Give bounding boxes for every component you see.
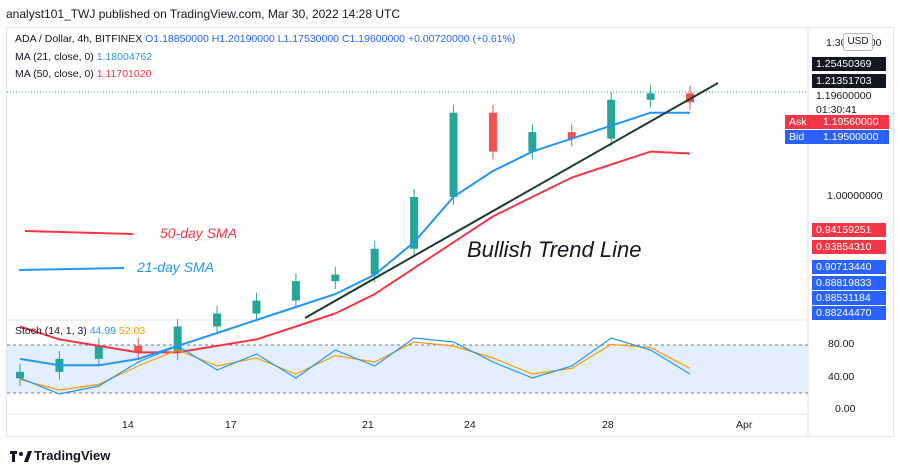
candle-body <box>94 345 103 359</box>
price-tag: 1.21351703 <box>812 74 886 88</box>
ma50-line <box>19 150 691 354</box>
legend-low: L1.17530000 <box>277 33 340 45</box>
legend-ma21-value: 1.18004762 <box>96 51 153 63</box>
candle-body <box>410 196 419 249</box>
price-tag: 0.93854310 <box>812 240 886 254</box>
candles-group <box>16 85 694 387</box>
candle-body <box>252 300 261 314</box>
candle-body <box>331 274 340 282</box>
time-tick-21: 21 <box>362 419 374 431</box>
sma21-annotation-line <box>18 267 125 271</box>
footer-brand: TradingView <box>34 448 111 463</box>
publish-header: analyst101_TWJ published on TradingView.… <box>0 0 900 27</box>
legend-stoch-label: Stoch (14, 1, 3) <box>15 325 87 337</box>
legend-ma50-value: 1.11701020 <box>96 68 152 80</box>
stoch-d-line <box>19 341 691 391</box>
candle-body <box>607 99 616 139</box>
stoch-k-line <box>19 337 691 395</box>
ask-value: 1.19560000 <box>823 116 879 128</box>
price-tag: 0.88531184 <box>812 291 886 305</box>
candle-body <box>134 345 143 353</box>
time-tick-24: 24 <box>464 419 476 431</box>
footer: TradingView <box>0 440 900 471</box>
candle-body <box>291 281 300 301</box>
legend-close: C1.19600000 <box>341 33 406 45</box>
bid-label: Bid <box>789 131 805 143</box>
trend-annotation: Bullish Trend Line <box>467 237 642 262</box>
legend-stoch: Stoch (14, 1, 3) 44.99 52.03 <box>15 325 145 337</box>
price-tick-mid: 1.00000000 <box>827 190 883 202</box>
time-tick-14: 14 <box>122 419 134 431</box>
bid-value: 1.19500000 <box>823 131 879 143</box>
legend-ma50: MA (50, close, 0) 1.11701020 <box>15 68 151 80</box>
publish-info: analyst101_TWJ published on TradingView.… <box>6 7 400 21</box>
legend-stoch-d: 52.03 <box>118 325 146 337</box>
candle-body <box>173 326 182 353</box>
stoch-tick-40: 40.00 <box>828 371 855 383</box>
legend-high: H1.20190000 <box>211 33 275 45</box>
price-tag: 0.88244470 <box>812 306 886 320</box>
legend-stoch-k: 44.99 <box>89 325 116 337</box>
candle-body <box>370 248 379 275</box>
price-tag: 0.90713440 <box>812 260 886 274</box>
candle-body <box>449 112 458 197</box>
legend-ma21-label: MA (21, close, 0) <box>15 51 94 63</box>
price-tag: 0.94159251 <box>812 223 886 237</box>
time-tick-17: 17 <box>225 419 237 431</box>
price-tag: 1.19600000 <box>812 89 886 103</box>
candle-body <box>567 132 576 139</box>
candle-body <box>213 313 222 327</box>
sma50-annotation-line <box>24 230 134 235</box>
price-tag: 0.88819833 <box>812 276 886 290</box>
price-tag: 1.25450369 <box>812 57 886 71</box>
bullish-trend-line <box>304 82 719 319</box>
time-tick-apr: Apr <box>736 419 753 431</box>
ask-tag: Ask 1.19560000 <box>785 115 889 129</box>
candle-body <box>488 112 497 152</box>
currency-button[interactable]: USD <box>843 33 873 51</box>
stoch-tick-80: 80.00 <box>828 338 855 350</box>
candle-body <box>16 371 24 379</box>
sma21-annotation: 21-day SMA <box>137 259 215 275</box>
time-tick-28: 28 <box>602 419 614 431</box>
chart-frame[interactable] <box>6 27 894 437</box>
tradingview-logo-icon <box>10 451 32 462</box>
legend-symbol: ADA / Dollar, 4h, BITFINEX <box>15 33 143 45</box>
legend-ma50-label: MA (50, close, 0) <box>15 68 94 80</box>
ask-label: Ask <box>789 116 807 128</box>
legend-ohlc: ADA / Dollar, 4h, BITFINEX O1.18850000 H… <box>15 33 515 45</box>
sma50-annotation: 50-day SMA <box>160 225 238 241</box>
ma21-line <box>19 111 690 367</box>
legend-change: +0.00720000 (+0.61%) <box>407 33 516 45</box>
candle-body <box>528 132 537 152</box>
price-tag: 01:30:41 <box>812 103 886 117</box>
bid-tag: Bid 1.19500000 <box>785 130 889 144</box>
legend-ma21: MA (21, close, 0) 1.18004762 <box>15 51 152 63</box>
candle-body <box>646 93 655 100</box>
price-chart[interactable] <box>0 0 900 440</box>
legend-open: O1.18850000 <box>145 33 209 45</box>
stoch-tick-0: 0.00 <box>835 403 856 415</box>
